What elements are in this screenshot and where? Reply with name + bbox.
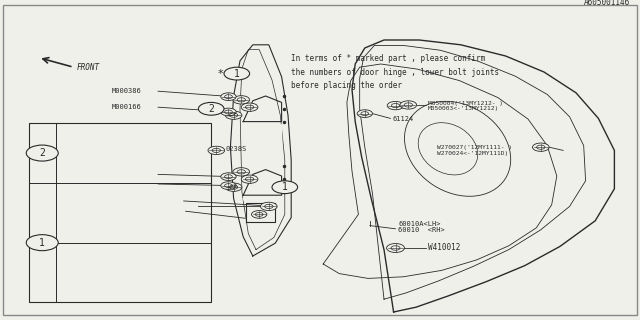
Circle shape <box>400 101 417 109</box>
Text: 60070*A: 60070*A <box>122 281 154 290</box>
Text: 1: 1 <box>234 68 240 79</box>
Text: FRONT: FRONT <box>77 63 100 72</box>
Circle shape <box>252 211 267 218</box>
Circle shape <box>532 143 549 151</box>
Circle shape <box>260 202 277 211</box>
Circle shape <box>357 110 372 117</box>
Circle shape <box>221 108 236 116</box>
Text: *: * <box>218 68 223 79</box>
Circle shape <box>225 111 242 119</box>
Text: 2: 2 <box>39 148 45 158</box>
Text: 1: 1 <box>282 182 288 192</box>
Text: LWR: LWR <box>99 263 113 272</box>
Text: LWR: LWR <box>99 204 113 212</box>
Circle shape <box>272 181 298 194</box>
Text: M050004('13MY1212- ): M050004('13MY1212- ) <box>428 100 502 106</box>
Circle shape <box>221 173 236 180</box>
Text: 0238S: 0238S <box>225 146 246 152</box>
Circle shape <box>26 145 58 161</box>
Circle shape <box>26 235 58 251</box>
Circle shape <box>233 96 250 104</box>
Text: A605001146: A605001146 <box>584 0 630 7</box>
Text: DOOR: DOOR <box>56 221 74 230</box>
Text: 60010  <RH>: 60010 <RH> <box>398 228 445 233</box>
Text: 61124: 61124 <box>393 116 414 122</box>
Circle shape <box>233 168 250 176</box>
Circle shape <box>208 146 225 155</box>
Text: M000166: M000166 <box>112 104 141 110</box>
Polygon shape <box>230 64 291 275</box>
Text: W270024<-'12MY111D): W270024<-'12MY111D) <box>437 151 508 156</box>
Circle shape <box>241 103 258 111</box>
Circle shape <box>221 93 236 100</box>
Circle shape <box>387 101 404 110</box>
Text: UPR: UPR <box>99 221 113 230</box>
Circle shape <box>198 102 224 115</box>
Text: 1: 1 <box>39 238 45 248</box>
Text: RIGHT: RIGHT <box>56 263 79 272</box>
Text: M000386: M000386 <box>112 172 141 177</box>
Text: ('13MY1307- ): ('13MY1307- ) <box>112 148 172 157</box>
Text: W410012: W410012 <box>428 244 460 252</box>
Polygon shape <box>243 198 282 224</box>
Text: 2: 2 <box>208 104 214 114</box>
Polygon shape <box>243 125 282 150</box>
Circle shape <box>224 67 250 80</box>
Text: 63563J<LH>: 63563J<LH> <box>112 204 154 209</box>
Text: W270027('12MY1111- ): W270027('12MY1111- ) <box>437 145 512 150</box>
Text: M000166: M000166 <box>112 181 141 187</box>
Text: 60070*C: 60070*C <box>122 263 154 272</box>
Text: M000386: M000386 <box>112 88 141 94</box>
Text: M050003<-'13MY1212): M050003<-'13MY1212) <box>428 106 499 111</box>
Bar <box>29 123 211 302</box>
Text: 63563K<RH>: 63563K<RH> <box>112 212 154 217</box>
Circle shape <box>241 175 258 183</box>
Text: 60070*D: 60070*D <box>122 204 154 212</box>
Text: In terms of * marked part , please confirm
the numbers of door hinge , lower bol: In terms of * marked part , please confi… <box>291 54 499 90</box>
Circle shape <box>387 244 404 252</box>
Text: LEFT: LEFT <box>56 204 74 212</box>
Text: DOOR: DOOR <box>56 281 74 290</box>
Circle shape <box>225 183 242 191</box>
Text: 60070*B: 60070*B <box>122 221 154 230</box>
Text: M020023: M020023 <box>56 148 88 157</box>
Text: 60010A<LH>: 60010A<LH> <box>398 221 440 227</box>
Text: UPR: UPR <box>99 281 113 290</box>
Text: W130181: W130181 <box>140 197 169 203</box>
Circle shape <box>221 182 236 189</box>
